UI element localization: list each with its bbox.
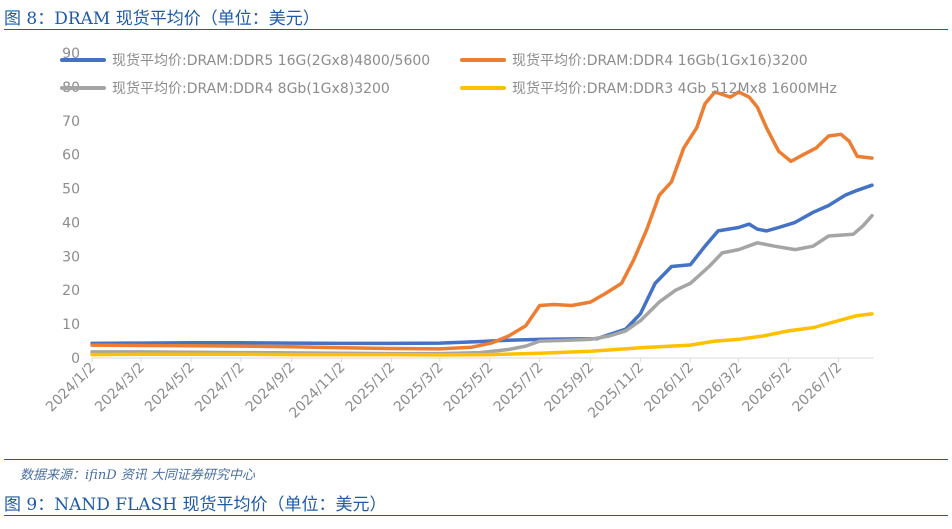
x-tick-label: 2024/1/2 (43, 360, 99, 416)
x-tick-label: 2024/3/2 (92, 360, 148, 416)
next-figure-title: 图 9：NAND FLASH 现货平均价（单位：美元） (4, 495, 387, 515)
x-tick-label: 2025/7/2 (491, 360, 547, 416)
x-tick-label: 2025/3/2 (391, 360, 447, 416)
legend-label: 现货平均价:DRAM:DDR5 16G(2Gx8)4800/5600 (112, 52, 430, 69)
x-tick-label: 2024/5/2 (142, 360, 198, 416)
y-tick-label: 50 (62, 182, 80, 198)
series-line-3 (90, 213, 874, 356)
y-tick-label: 40 (62, 215, 80, 231)
chart-bottom-rule (4, 459, 948, 460)
y-axis-ticks: 0102030405060708090 (62, 46, 80, 367)
dram-price-chart: 0102030405060708090 2024/1/22024/3/22024… (43, 46, 874, 422)
series-lines (90, 90, 874, 357)
legend-label: 现货平均价:DRAM:DDR3 4Gb 512Mx8 1600MHz (512, 80, 837, 97)
x-axis-ticks: 2024/1/22024/3/22024/5/22024/7/22024/9/2… (43, 358, 845, 422)
x-tick-label: 2026/3/2 (690, 360, 746, 416)
x-tick-label: 2026/5/2 (740, 360, 796, 416)
y-tick-label: 30 (62, 249, 80, 265)
legend: 现货平均价:DRAM:DDR5 16G(2Gx8)4800/5600 现货平均价:… (60, 52, 837, 97)
x-tick-label: 2026/7/2 (789, 360, 845, 416)
series-line-4 (90, 312, 874, 357)
y-tick-label: 70 (62, 114, 80, 130)
series-line-1 (90, 183, 874, 346)
legend-label: 现货平均价:DRAM:DDR4 16Gb(1Gx16)3200 (512, 52, 808, 69)
y-tick-label: 10 (62, 317, 80, 333)
legend-label: 现货平均价:DRAM:DDR4 8Gb(1Gx8)3200 (112, 80, 390, 97)
data-source-note: 数据来源：ifinD 资讯 大同证券研究中心 (20, 468, 255, 483)
x-tick-label: 2026/1/2 (641, 360, 697, 416)
x-tick-label: 2024/7/2 (192, 360, 248, 416)
x-tick-label: 2025/5/2 (441, 360, 497, 416)
title-underline (4, 29, 948, 30)
y-tick-label: 60 (62, 148, 80, 164)
figure-title: 图 8：DRAM 现货平均价（单位：美元） (4, 9, 320, 29)
y-tick-label: 0 (71, 351, 80, 367)
y-tick-label: 20 (62, 283, 80, 299)
series-line-2 (90, 90, 874, 351)
x-tick-label: 2025/1/2 (343, 360, 399, 416)
next-title-underline (4, 515, 948, 516)
